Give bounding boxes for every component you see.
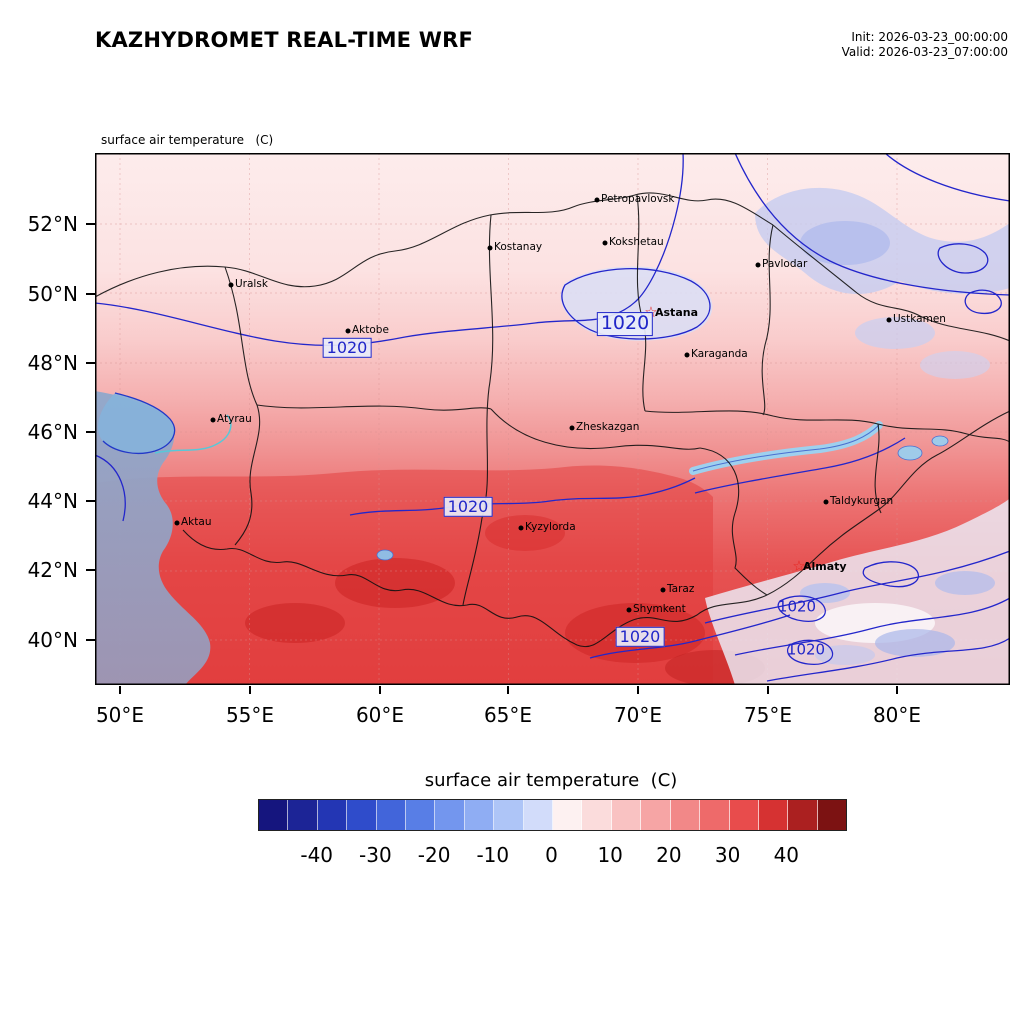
cold-air-patches — [560, 187, 1010, 685]
map-plot — [95, 153, 1010, 685]
lon-tick-mark — [119, 686, 121, 694]
lon-tick-mark — [379, 686, 381, 694]
lon-tick-mark — [896, 686, 898, 694]
lat-tick-mark — [86, 639, 95, 641]
lat-tick-mark — [86, 569, 95, 571]
colorbar-tick-label: 10 — [597, 843, 623, 867]
lon-tick-mark — [507, 686, 509, 694]
colorbar-tick-label: 30 — [714, 843, 741, 867]
valid-time: Valid: 2026-03-23_07:00:00 — [841, 45, 1008, 59]
colorbar-cell — [288, 800, 318, 830]
lat-tick-label: 48°N — [27, 351, 78, 375]
colorbar — [258, 799, 847, 831]
run-info: Init: 2026-03-23_00:00:00 Valid: 2026-03… — [842, 30, 1008, 60]
lon-tick-label: 50°E — [95, 703, 145, 727]
colorbar-cell — [641, 800, 671, 830]
colorbar-cell — [435, 800, 465, 830]
lon-tick-mark — [249, 686, 251, 694]
region-borders — [95, 192, 1010, 648]
lat-tick-label: 42°N — [27, 558, 78, 582]
colorbar-tick-label: 0 — [545, 843, 558, 867]
lat-tick-label: 52°N — [27, 212, 78, 236]
colorbar-cell — [582, 800, 612, 830]
caspian-sea — [95, 391, 232, 685]
colorbar-cell — [817, 800, 847, 830]
colorbar-tick-label: -20 — [417, 843, 451, 867]
lon-tick-label: 70°E — [613, 703, 663, 727]
colorbar-tick-label: -30 — [359, 843, 392, 867]
colorbar-tick-label: 20 — [656, 843, 682, 867]
colorbar-cell — [729, 800, 759, 830]
lon-tick-label: 80°E — [872, 703, 922, 727]
colorbar-cell — [670, 800, 701, 830]
lon-tick-mark — [767, 686, 769, 694]
colorbar-cell — [523, 800, 554, 830]
colorbar-cell — [758, 800, 789, 830]
colorbar-cell — [464, 800, 495, 830]
map — [95, 153, 1010, 685]
lat-tick-mark — [86, 362, 95, 364]
colorbar-cell — [406, 800, 436, 830]
colorbar-cell — [700, 800, 730, 830]
lat-tick-mark — [86, 431, 95, 433]
colorbar-cell — [553, 800, 583, 830]
lat-tick-label: 50°N — [27, 282, 78, 306]
lon-tick-label: 60°E — [355, 703, 405, 727]
lat-tick-mark — [86, 293, 95, 295]
colorbar-cell — [347, 800, 377, 830]
colorbar-cell — [259, 800, 289, 830]
lat-tick-mark — [86, 223, 95, 225]
colorbar-tick-label: -40 — [300, 843, 334, 867]
lon-tick-label: 65°E — [483, 703, 533, 727]
colorbar-cell — [611, 800, 642, 830]
init-time: Init: 2026-03-23_00:00:00 — [851, 30, 1008, 44]
colorbar-cell — [376, 800, 407, 830]
lakes — [376, 421, 949, 561]
lon-tick-label: 55°E — [225, 703, 275, 727]
colorbar-tick-label: -10 — [476, 843, 510, 867]
lat-tick-label: 40°N — [27, 628, 78, 652]
colorbar-cell — [317, 800, 348, 830]
colorbar-cell — [788, 800, 818, 830]
lon-tick-mark — [637, 686, 639, 694]
page-title: KAZHYDROMET REAL-TIME WRF — [95, 28, 474, 52]
lon-tick-label: 75°E — [743, 703, 793, 727]
subtitle-temperature: surface air temperature (C) — [101, 133, 274, 147]
colorbar-cell — [494, 800, 524, 830]
lat-tick-mark — [86, 500, 95, 502]
map-frame — [95, 153, 1010, 685]
lat-tick-label: 46°N — [27, 420, 78, 444]
pressure-contours — [95, 153, 1010, 682]
lat-tick-label: 44°N — [27, 489, 78, 513]
colorbar-title: surface air temperature (C) — [424, 770, 678, 791]
colorbar-tick-label: 40 — [773, 843, 800, 867]
